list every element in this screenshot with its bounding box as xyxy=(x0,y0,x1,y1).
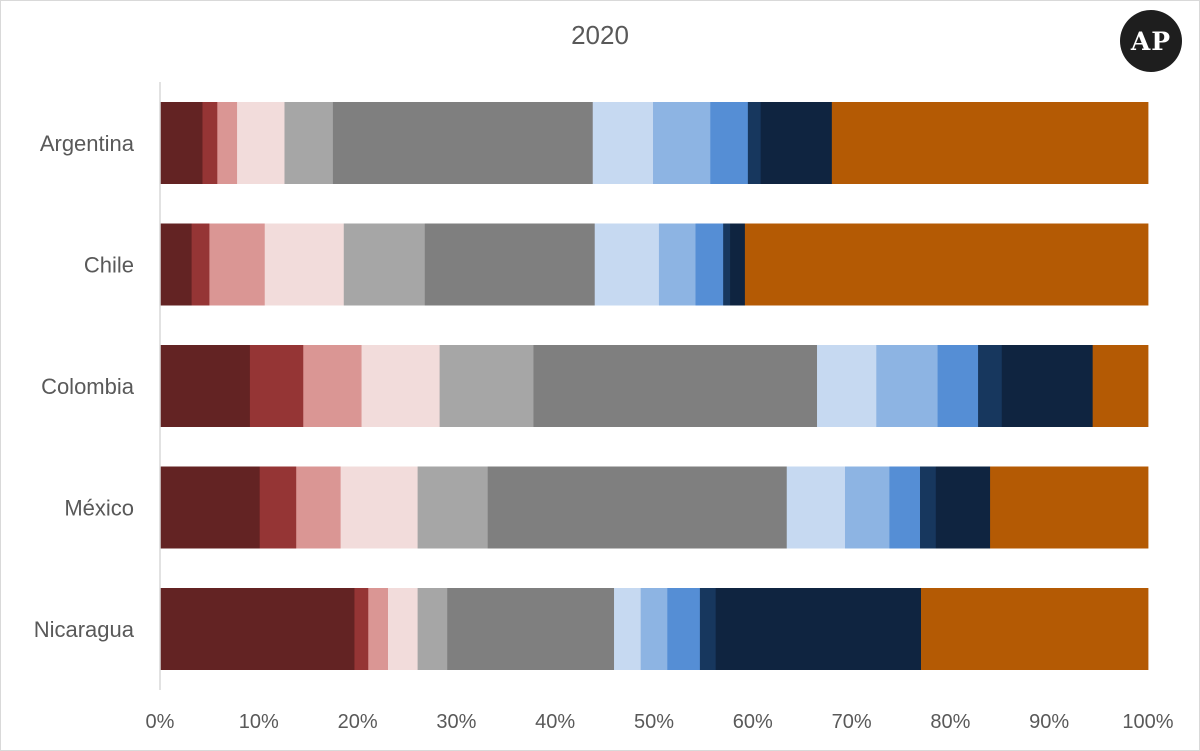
bar-segment xyxy=(332,102,594,184)
bar-segment xyxy=(160,345,251,427)
bars-layer xyxy=(160,102,1149,670)
bar-segment xyxy=(388,588,419,670)
bar-segment xyxy=(710,102,749,184)
bar-segment xyxy=(160,223,193,306)
bar-segment xyxy=(667,588,701,670)
x-tick-label: 80% xyxy=(930,711,970,733)
bar-segment xyxy=(264,223,345,306)
bar-segment xyxy=(1092,345,1149,427)
bar-segment xyxy=(786,466,846,549)
bar-segment xyxy=(990,466,1149,549)
bar-segment xyxy=(653,102,711,184)
bar-segment xyxy=(424,223,596,306)
category-label: Chile xyxy=(84,253,134,278)
bar-segment xyxy=(978,345,1003,427)
bar-segment xyxy=(160,588,355,670)
bar-segment xyxy=(920,588,1149,670)
bar-segment xyxy=(658,223,696,306)
x-tick-label: 90% xyxy=(1029,711,1069,733)
bar-segment xyxy=(876,345,938,427)
x-tick-label: 10% xyxy=(239,711,279,733)
x-tick-label: 50% xyxy=(634,711,674,733)
chart-title: 2020 xyxy=(571,20,629,50)
x-tick-label: 0% xyxy=(146,711,175,733)
bar-segment xyxy=(831,102,1149,184)
bar-segment xyxy=(594,223,660,306)
bar-segment xyxy=(723,223,731,306)
bar-segment xyxy=(249,345,304,427)
x-tick-label: 40% xyxy=(535,711,575,733)
bar-segment xyxy=(920,466,937,549)
x-tick-label: 70% xyxy=(832,711,872,733)
bar-segment xyxy=(417,588,448,670)
bar-segment xyxy=(354,588,369,670)
x-tick-label: 100% xyxy=(1122,711,1173,733)
bar-segment xyxy=(340,466,419,549)
bar-segment xyxy=(1001,345,1094,427)
category-label: Nicaragua xyxy=(34,617,135,642)
bar-segment xyxy=(592,102,654,184)
bar-segment xyxy=(284,102,334,184)
bar-segment xyxy=(160,102,203,184)
ap-logo: AP xyxy=(1120,10,1182,72)
bar-segment xyxy=(889,466,921,549)
bar-segment xyxy=(760,102,833,184)
x-tick-label: 60% xyxy=(733,711,773,733)
bar-segment xyxy=(209,223,266,306)
bar-segment xyxy=(303,345,362,427)
bar-segment xyxy=(343,223,426,306)
bar-segment xyxy=(715,588,922,670)
bar-segment xyxy=(614,588,642,670)
category-label: Argentina xyxy=(40,131,135,156)
category-label: México xyxy=(64,496,134,521)
bar-segment xyxy=(699,588,717,670)
bar-segment xyxy=(447,588,615,670)
x-tick-labels: 0% 10% 20% 30% 40% 50% 60% 70% 80% 90% 100% xyxy=(146,711,1174,733)
bar-segment xyxy=(730,223,746,306)
category-labels: Argentina Chile Colombia México Nicaragua xyxy=(34,131,135,642)
bar-segment xyxy=(640,588,668,670)
bar-segment xyxy=(368,588,389,670)
bar-segment xyxy=(487,466,788,549)
bar-segment xyxy=(747,102,762,184)
bar-segment xyxy=(237,102,285,184)
bar-segment xyxy=(744,223,1149,306)
bar-segment xyxy=(296,466,342,549)
bar-segment xyxy=(259,466,297,549)
bar-segment xyxy=(160,466,261,549)
bar-segment xyxy=(202,102,218,184)
bar-segment xyxy=(817,345,877,427)
bar-segment xyxy=(533,345,818,427)
bar-segment xyxy=(217,102,238,184)
category-label: Colombia xyxy=(41,374,135,399)
bar-segment xyxy=(439,345,534,427)
bar-segment xyxy=(695,223,724,306)
bar-segment xyxy=(937,345,979,427)
bar-segment xyxy=(191,223,210,306)
bar-segment xyxy=(844,466,890,549)
bar-segment xyxy=(361,345,440,427)
x-tick-label: 20% xyxy=(338,711,378,733)
bar-segment xyxy=(935,466,991,549)
bar-segment xyxy=(417,466,489,549)
x-tick-label: 30% xyxy=(436,711,476,733)
